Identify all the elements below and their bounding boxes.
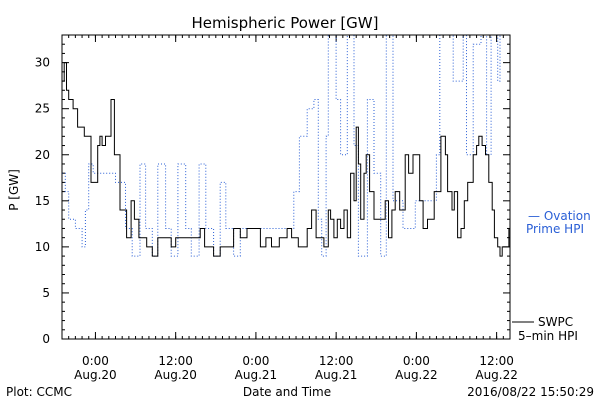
x-tick-label-time: 0:00: [403, 354, 430, 368]
legend-ovation-line1: — Ovation: [528, 209, 591, 223]
x-axis-label: Date and Time: [243, 385, 331, 399]
y-tick-label: 15: [35, 194, 50, 208]
footer-left: Plot: CCMC: [6, 385, 72, 399]
x-axis: 0:00Aug.2012:00Aug.200:00Aug.2112:00Aug.…: [61, 35, 518, 382]
footer-timestamp: 2016/08/22 15:50:29: [467, 385, 594, 399]
legend-ovation-line2: Prime HPI: [526, 222, 584, 236]
chart-title: Hemispheric Power [GW]: [192, 14, 379, 32]
x-tick-label-date: Aug.22: [395, 368, 438, 382]
plot-frame: [61, 34, 511, 340]
y-tick-label: 10: [35, 240, 50, 254]
x-tick-label-date: Aug.22: [475, 368, 518, 382]
series-line-ovation-prime-hpi: [62, 34, 506, 257]
series-layer: [62, 34, 511, 257]
x-tick-label-time: 12:00: [158, 354, 193, 368]
y-tick-label: 0: [42, 332, 50, 346]
y-tick-label: 20: [35, 148, 50, 162]
y-axis-label: P [GW]: [7, 169, 21, 211]
y-axis: 0 5 10 15 20 25 30: [35, 34, 510, 346]
y-tick-label: 25: [35, 102, 50, 116]
x-tick-label-time: 12:00: [319, 354, 354, 368]
x-tick-label-date: Aug.20: [154, 368, 197, 382]
x-tick-label-time: 0:00: [242, 354, 269, 368]
series-line-swpc-5-min-hpi: [62, 62, 511, 257]
x-tick-label-time: 0:00: [82, 354, 109, 368]
y-tick-label: 5: [42, 286, 50, 300]
y-tick-label: 30: [35, 56, 50, 70]
x-tick-label-date: Aug.21: [315, 368, 358, 382]
legend-swpc-line2: 5–min HPI: [518, 329, 578, 343]
legend-swpc-line1: SWPC: [538, 315, 573, 329]
legend: — Ovation Prime HPI SWPC 5–min HPI: [512, 209, 591, 343]
x-tick-label-time: 12:00: [479, 354, 514, 368]
x-tick-label-date: Aug.21: [235, 368, 278, 382]
x-tick-label-date: Aug.20: [74, 368, 117, 382]
